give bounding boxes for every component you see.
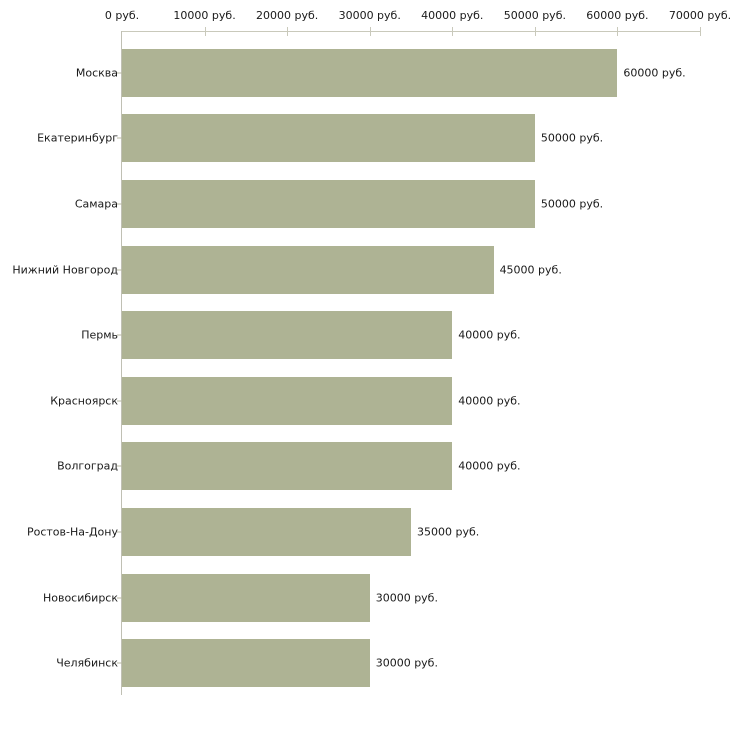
- x-axis-tick-mark: [204, 27, 206, 36]
- category-label: Новосибирск: [42, 591, 118, 605]
- bar-row: Ростов-На-Дону 35000 руб.: [0, 499, 730, 565]
- y-axis-tick-mark: [117, 465, 122, 467]
- y-axis-line: [121, 31, 122, 695]
- x-axis-tick-label: 70000 руб.: [668, 9, 730, 22]
- bar-row: Пермь 40000 руб.: [0, 302, 730, 368]
- category-label: Ростов-На-Дону: [26, 525, 118, 539]
- plot-area: Москва 60000 руб. Екатеринбург 50000 руб. Са…: [0, 40, 730, 696]
- bar-row: Самара 50000 руб.: [0, 171, 730, 237]
- bar-row: Екатеринбург 50000 руб.: [0, 106, 730, 172]
- bar-row: Красноярск 40000 руб.: [0, 368, 730, 434]
- x-axis-tick-label: 30000 руб.: [338, 9, 401, 22]
- y-axis-tick-mark: [117, 72, 122, 74]
- bar[interactable]: [122, 507, 411, 556]
- x-axis-tick-label: 0 руб.: [104, 9, 140, 22]
- x-axis-tick-label: 40000 руб.: [421, 9, 484, 22]
- y-axis-tick-mark: [117, 203, 122, 205]
- bar[interactable]: [122, 48, 618, 97]
- bar-row: Москва 60000 руб.: [0, 40, 730, 106]
- bar[interactable]: [122, 376, 453, 425]
- bar-value-label: 50000 руб.: [540, 131, 604, 145]
- x-axis-tick-label: 50000 руб.: [503, 9, 566, 22]
- bar-row: Волгоград 40000 руб.: [0, 434, 730, 500]
- category-label: Челябинск: [56, 656, 118, 670]
- bar[interactable]: [122, 311, 453, 360]
- x-axis-line: [122, 31, 700, 32]
- x-axis-tick-mark: [369, 27, 371, 36]
- bar-value-label: 50000 руб.: [540, 197, 604, 211]
- category-label: Екатеринбург: [37, 131, 118, 145]
- y-axis-tick-mark: [117, 400, 122, 402]
- category-label: Волгоград: [57, 459, 118, 473]
- bar[interactable]: [122, 573, 370, 622]
- y-axis-tick-mark: [117, 597, 122, 599]
- x-axis-tick-mark: [452, 27, 454, 36]
- bar-value-label: 30000 руб.: [375, 656, 438, 670]
- x-axis-tick-mark: [700, 27, 701, 36]
- bar-row: Новосибирск 30000 руб.: [0, 565, 730, 631]
- bar-row: Нижний Новгород 45000 руб.: [0, 237, 730, 303]
- x-axis-tick-mark: [534, 27, 536, 36]
- x-axis-tick-label: 10000 руб.: [173, 9, 236, 22]
- y-axis-tick-mark: [117, 137, 122, 139]
- bar[interactable]: [122, 179, 535, 228]
- bar[interactable]: [122, 639, 370, 688]
- bar-value-label: 40000 руб.: [458, 394, 521, 408]
- x-axis-tick-label: 60000 руб.: [586, 9, 649, 22]
- category-label: Москва: [75, 66, 118, 80]
- bar-value-label: 60000 руб.: [623, 66, 686, 80]
- bar-value-label: 45000 руб.: [499, 263, 562, 277]
- x-axis: 0 руб. 10000 руб. 20000 руб. 30000 руб. 4000…: [0, 0, 730, 40]
- bar-row: Челябинск 30000 руб.: [0, 630, 730, 696]
- bar[interactable]: [122, 245, 494, 294]
- bar-value-label: 35000 руб.: [417, 525, 480, 539]
- bar-value-label: 40000 руб.: [458, 459, 521, 473]
- y-axis-tick-mark: [117, 531, 122, 533]
- y-axis-tick-mark: [117, 269, 122, 271]
- category-label: Красноярск: [50, 394, 118, 408]
- x-axis-tick-label: 20000 руб.: [256, 9, 319, 22]
- x-axis-tick-mark: [617, 27, 619, 36]
- bar-value-label: 30000 руб.: [375, 591, 438, 605]
- bar-value-label: 40000 руб.: [458, 328, 521, 342]
- x-axis-tick-mark: [287, 27, 289, 36]
- category-label: Нижний Новгород: [12, 263, 118, 277]
- category-label: Пермь: [81, 328, 118, 342]
- bar[interactable]: [122, 114, 535, 163]
- bar[interactable]: [122, 442, 453, 491]
- category-label: Самара: [74, 197, 118, 211]
- y-axis-tick-mark: [117, 662, 122, 664]
- y-axis-tick-mark: [117, 334, 122, 336]
